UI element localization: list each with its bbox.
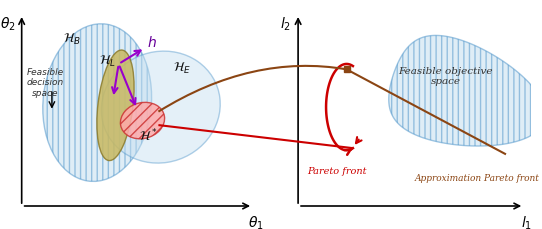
Text: Feasible
decision
space: Feasible decision space xyxy=(27,68,64,97)
Text: Feasible objective
space: Feasible objective space xyxy=(398,67,493,86)
Text: $l_1$: $l_1$ xyxy=(521,213,532,229)
Text: $\theta_1$: $\theta_1$ xyxy=(248,213,263,229)
Text: $l_2$: $l_2$ xyxy=(280,15,291,32)
Ellipse shape xyxy=(97,51,134,161)
Text: $\mathcal{H}_B$: $\mathcal{H}_B$ xyxy=(63,32,81,47)
Text: $h$: $h$ xyxy=(147,35,157,50)
Ellipse shape xyxy=(101,52,220,163)
Text: $\theta_2$: $\theta_2$ xyxy=(0,15,15,32)
Ellipse shape xyxy=(120,103,165,139)
Text: Approximation Pareto front: Approximation Pareto front xyxy=(415,173,539,182)
Text: $\mathcal{H}_E$: $\mathcal{H}_E$ xyxy=(173,61,191,76)
Text: Pareto front: Pareto front xyxy=(307,166,367,175)
Ellipse shape xyxy=(43,25,152,182)
Text: $\mathcal{H}_L$: $\mathcal{H}_L$ xyxy=(99,54,115,69)
Text: $\mathcal{H}^*$: $\mathcal{H}^*$ xyxy=(139,127,157,144)
Polygon shape xyxy=(389,36,542,146)
